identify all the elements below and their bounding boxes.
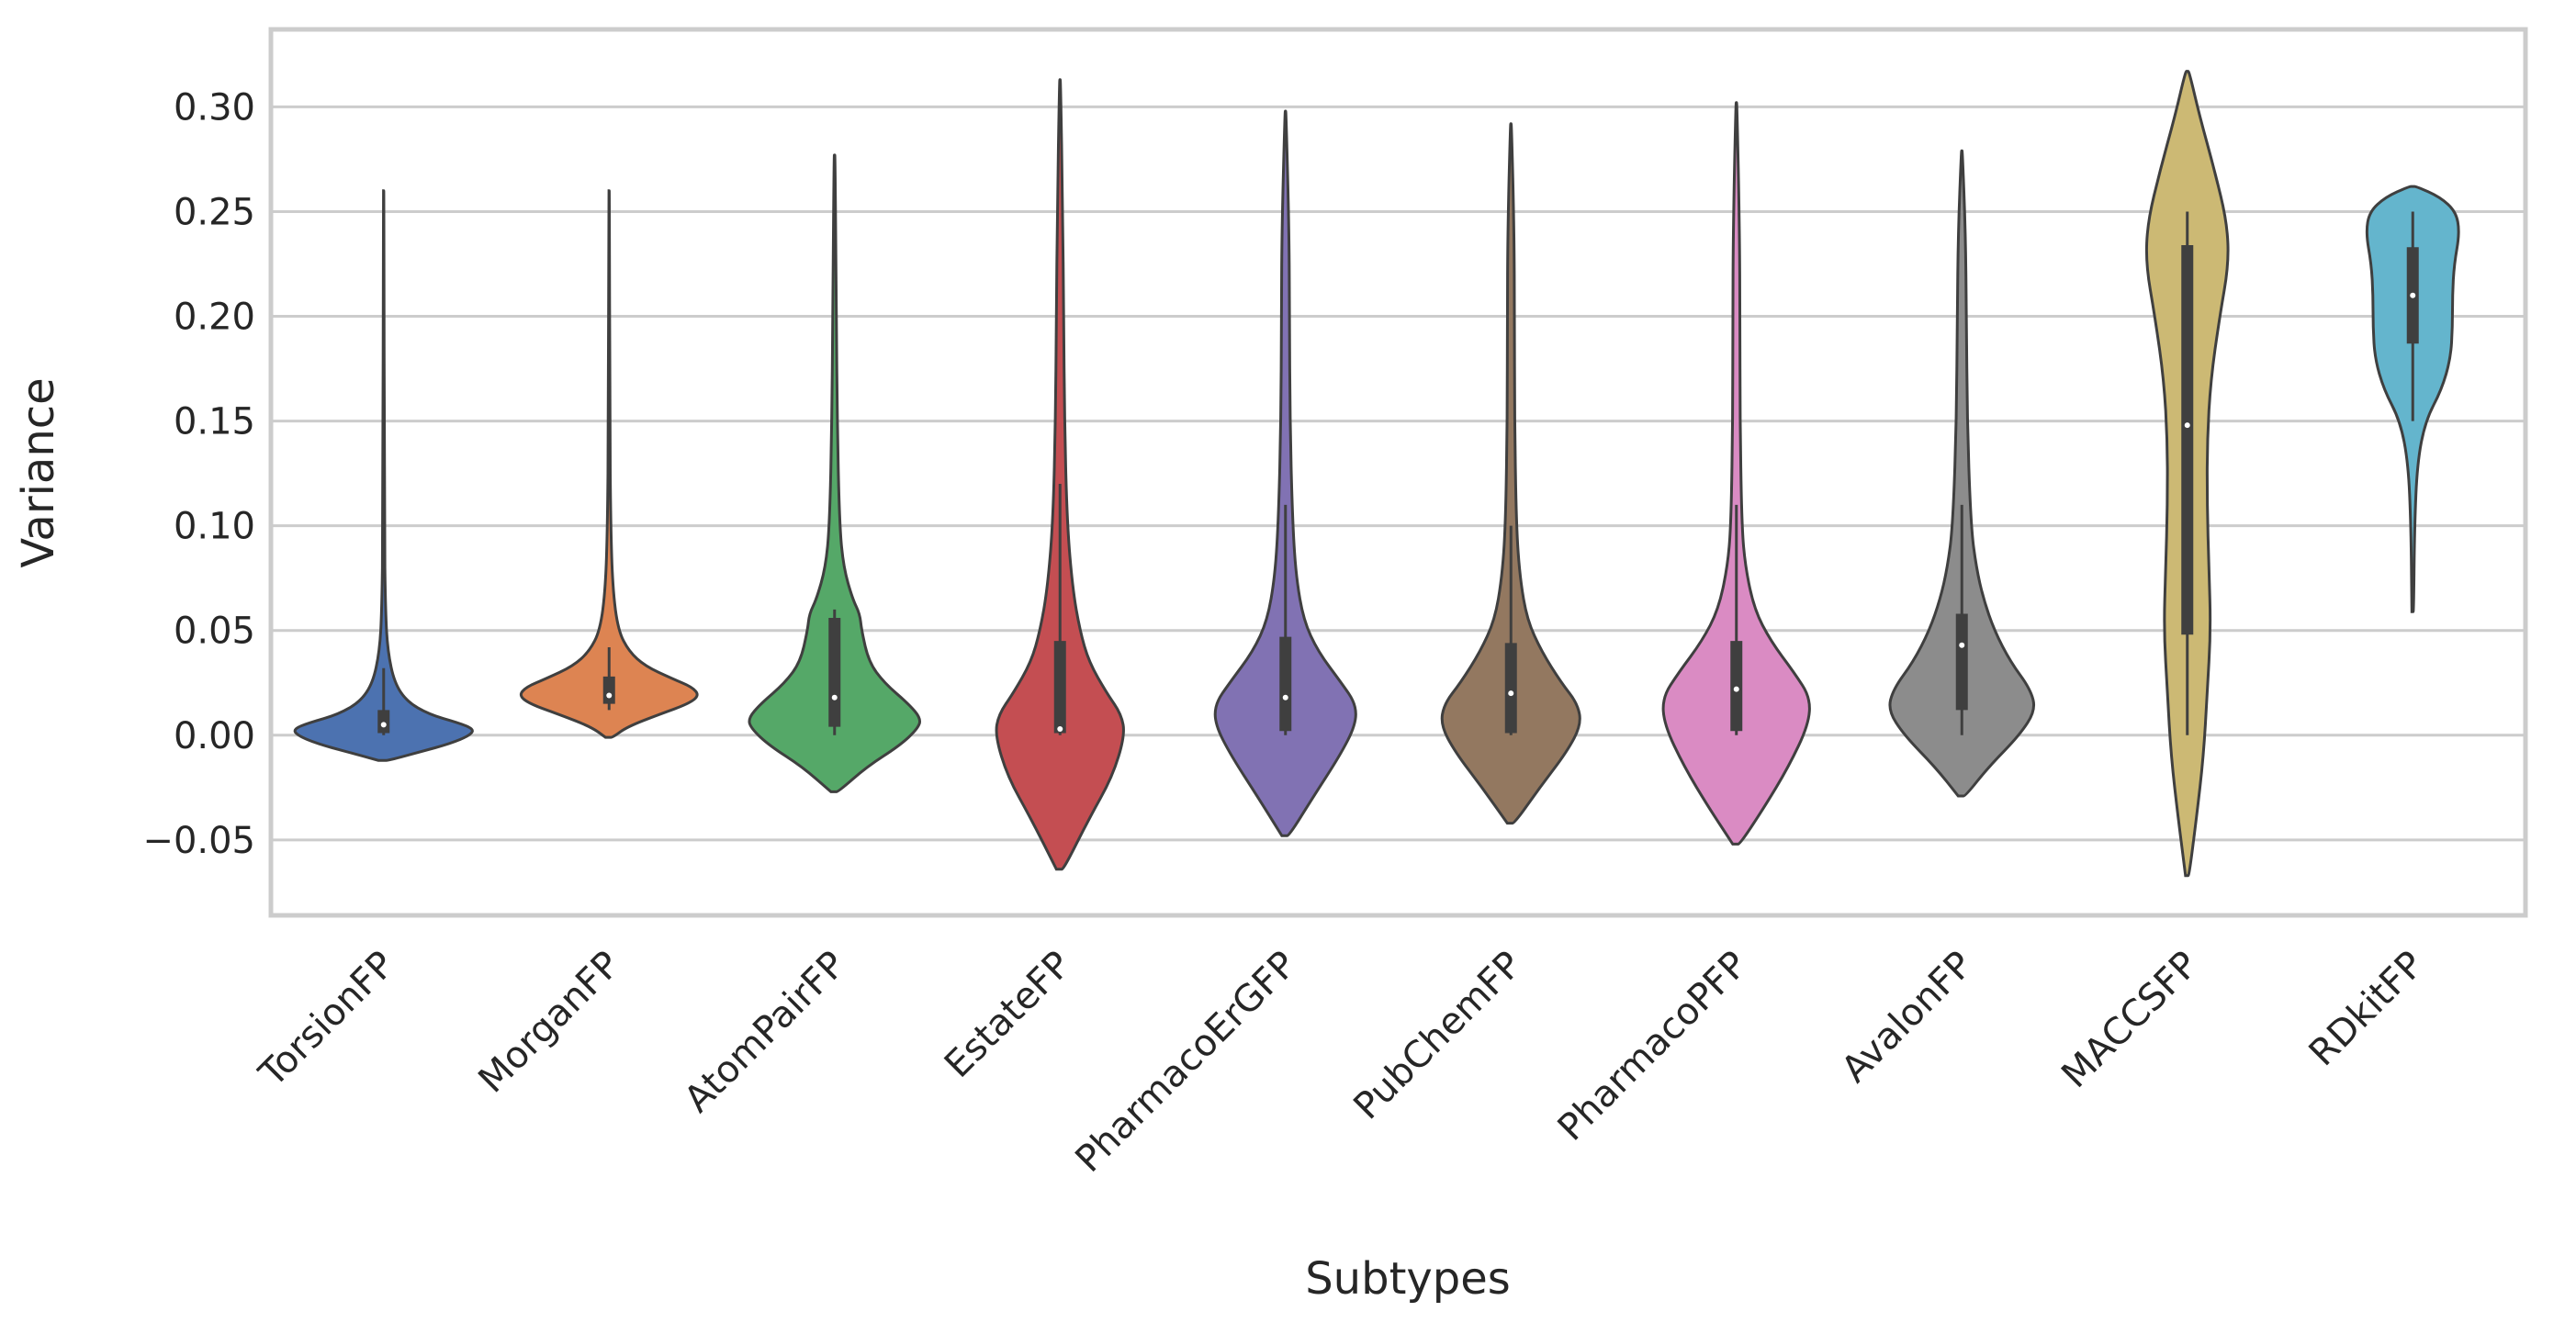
x-tick-label: PubChemFP [1345, 944, 1530, 1128]
violin-median [2184, 422, 2190, 429]
violin-median [1282, 694, 1288, 701]
violin-median [831, 694, 838, 701]
violin-RDkitFP [2365, 185, 2460, 613]
plot-frame [268, 27, 2528, 918]
violin-median [606, 692, 613, 699]
x-tick-label: RDkitFP [2301, 944, 2433, 1075]
violin-median [1508, 690, 1514, 697]
violin-body [519, 189, 699, 739]
violin-body [1440, 122, 1581, 825]
violin-TorsionFP [293, 189, 474, 762]
x-tick-label: MACCSFP [2053, 944, 2207, 1097]
y-tick-label: −0.05 [142, 820, 255, 862]
violin-median [1733, 686, 1739, 692]
y-tick-label: 0.30 [174, 86, 255, 129]
x-tick-label: PharmacoPFP [1550, 944, 1756, 1149]
y-axis-label: Variance [13, 377, 64, 567]
x-tick-label: TorsionFP [251, 944, 403, 1096]
violin-median [1057, 725, 1063, 732]
y-tick-label: 0.15 [174, 401, 255, 443]
violin-PharmacoErGFP [1213, 109, 1357, 837]
violin-body [995, 78, 1125, 871]
violin-PharmacoPFP [1661, 101, 1811, 846]
gridlines [271, 105, 2525, 842]
x-tick-label: MorganFP [470, 944, 628, 1102]
violin-body [293, 189, 474, 762]
violin-body [1661, 101, 1811, 846]
violin-MorganFP [519, 189, 699, 739]
violin-body [1213, 109, 1357, 837]
x-tick-labels: TorsionFP MorganFP AtomPairFP EstateFPPharm… [251, 944, 2432, 1181]
y-tick-label: 0.20 [174, 297, 255, 339]
violin-body [748, 153, 921, 793]
violin-AtomPairFP [748, 153, 921, 793]
y-tick-label: 0.25 [174, 191, 255, 233]
x-tick-label: PharmacoErGFP [1067, 944, 1304, 1181]
violin-EstateFP [995, 78, 1125, 871]
x-tick-label: EstateFP [937, 944, 1079, 1086]
y-tick-labels: −0.05 0.00 0.05 0.10 0.15 0.20 0.25 0.30 [142, 86, 255, 861]
y-tick-label: 0.05 [174, 611, 255, 653]
violin-median [380, 722, 387, 728]
violin-body [1888, 149, 2036, 798]
violin-median [1959, 642, 1965, 648]
y-tick-label: 0.00 [174, 715, 255, 757]
violin-median [2410, 292, 2416, 298]
y-tick-label: 0.10 [174, 506, 255, 548]
x-tick-label: AtomPairFP [677, 944, 854, 1121]
x-axis-label: Subtypes [1305, 1253, 1511, 1305]
violin-AvalonFP [1888, 149, 2036, 798]
violin-PubChemFP [1440, 122, 1581, 825]
x-tick-label: AvalonFP [1834, 944, 1982, 1092]
violin-series [293, 70, 2460, 878]
violin-MACCSFP [2144, 70, 2230, 878]
